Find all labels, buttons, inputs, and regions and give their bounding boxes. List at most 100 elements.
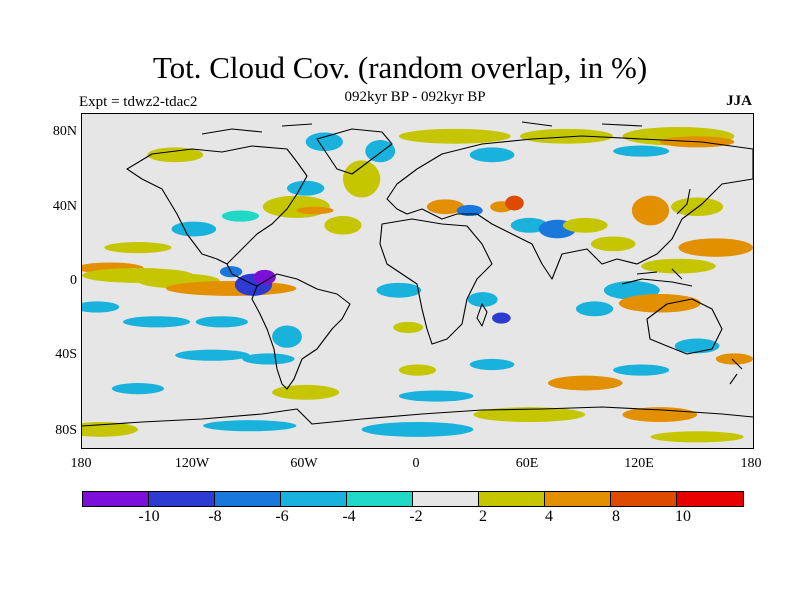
anomaly-patch (296, 206, 334, 215)
lon-tick-label: 120E (624, 456, 654, 471)
coast-africa (379, 218, 493, 345)
lon-tick-label: 0 (412, 456, 420, 471)
plot-title: Tot. Cloud Cov. (random overlap, in %) (152, 50, 648, 85)
anomaly-patch (641, 258, 716, 274)
anomaly-patch (262, 195, 330, 218)
anomaly-patch (221, 210, 260, 222)
colorbar-label: 4 (545, 508, 553, 525)
coast-new-zealand (729, 358, 743, 385)
lat-tick-label: 80N (52, 124, 77, 139)
colorbar-segment (281, 492, 347, 506)
colorbar-label: -6 (275, 508, 289, 525)
colorbar (82, 491, 744, 507)
lat-tick-label: 80S (55, 423, 77, 438)
anomaly-patch (398, 364, 437, 376)
anomaly-patch (342, 160, 381, 198)
experiment-label: Expt = tdwz2-tdac2 (79, 94, 198, 110)
anomaly-patch (365, 139, 396, 163)
lat-tick-label: 40N (52, 199, 77, 214)
colorbar-segment (83, 492, 149, 506)
anomaly-patch (111, 383, 165, 395)
anomaly-patch (631, 195, 670, 226)
anomaly-patch (456, 204, 483, 217)
colorbar-segment (479, 492, 545, 506)
anomaly-patch (678, 238, 753, 257)
coast-north-america (126, 145, 308, 265)
anomaly-patch (171, 221, 217, 237)
anomaly-patch (426, 199, 465, 215)
anomaly-patch (398, 128, 511, 144)
lat-tick-label: 40S (55, 347, 77, 362)
anomaly-patch (195, 316, 248, 328)
anomaly-patch (715, 353, 753, 365)
colorbar-label: 2 (479, 508, 487, 525)
plot-subtitle: 092kyr BP - 092kyr BP (344, 89, 486, 105)
colorbar-segment (677, 492, 743, 506)
season-label: JJA (726, 93, 752, 109)
anomaly-patch (272, 325, 302, 348)
lon-tick-label: 60W (290, 456, 318, 471)
colorbar-label: -2 (409, 508, 423, 525)
coast-indonesia (621, 268, 693, 287)
anomaly-patch (242, 353, 295, 365)
anomaly-patch (376, 282, 422, 298)
colorbar-segment (215, 492, 281, 506)
anomaly-patch (393, 321, 424, 333)
colorbar-label: -10 (138, 508, 160, 525)
coast-arctic-islands (201, 121, 643, 135)
anomaly-patch (505, 195, 524, 211)
coast-australia (646, 298, 723, 355)
anomaly-patch (674, 338, 720, 354)
anomaly-patch (575, 301, 614, 317)
colorbar-segment (611, 492, 677, 506)
coast-japan (676, 188, 691, 215)
colorbar-label: -8 (208, 508, 222, 525)
colorbar-label: 10 (675, 508, 691, 525)
anomaly-patch (147, 147, 204, 163)
anomaly-patch (305, 132, 343, 152)
coast-south-america (251, 273, 351, 390)
colorbar-segment (149, 492, 215, 506)
anomaly-patch (324, 216, 362, 235)
colorbar-label: 8 (612, 508, 620, 525)
anomaly-patch (253, 269, 276, 285)
anomaly-layer (82, 126, 753, 443)
coast-eurasia (386, 135, 753, 280)
lon-tick-label: 120W (174, 456, 210, 471)
anomaly-patch (272, 384, 340, 400)
anomaly-patch (82, 301, 120, 313)
lat-tick-label: 0 (70, 273, 77, 288)
colorbar-segment (545, 492, 611, 506)
anomaly-patch (613, 145, 670, 157)
anomaly-patch (123, 316, 191, 328)
anomaly-patch (670, 197, 724, 217)
anomaly-patch (562, 217, 608, 233)
colorbar-segment (347, 492, 413, 506)
lon-tick-label: 180 (740, 456, 762, 471)
anomaly-patch (104, 242, 172, 254)
anomaly-patch (398, 390, 474, 402)
coast-greenland (316, 128, 393, 175)
colorbar-segment (413, 492, 479, 506)
anomaly-patch (520, 128, 614, 144)
anomaly-patch (473, 407, 586, 423)
anomaly-patch (175, 349, 250, 361)
coastlines (82, 121, 753, 427)
colorbar-label: -4 (342, 508, 356, 525)
anomaly-patch (287, 180, 325, 196)
anomaly-patch (618, 293, 701, 313)
anomaly-patch (492, 312, 511, 324)
anomaly-map (82, 121, 753, 443)
coast-antarctica (82, 406, 753, 427)
anomaly-patch (613, 364, 670, 376)
anomaly-patch (467, 292, 498, 307)
anomaly-patch (650, 431, 744, 443)
anomaly-patch (469, 147, 515, 163)
anomaly-patch (165, 281, 297, 296)
coast-madagascar (476, 303, 488, 327)
lon-tick-label: 180 (70, 456, 92, 471)
anomaly-patch (361, 422, 474, 437)
anomaly-patch (469, 358, 515, 371)
anomaly-patch (590, 236, 636, 252)
map-panel (81, 113, 754, 449)
